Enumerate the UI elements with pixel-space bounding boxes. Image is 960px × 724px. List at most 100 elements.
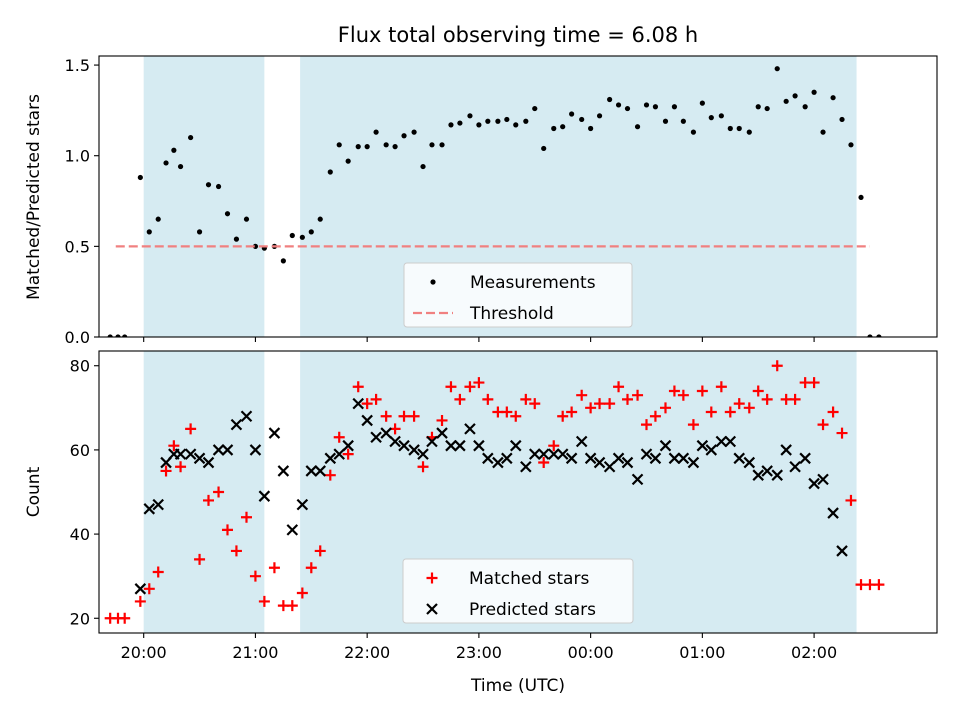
predicted-star-point	[249, 444, 262, 456]
predicted-star-point	[436, 427, 448, 439]
predicted-star-point	[575, 435, 588, 448]
matched-star-point	[185, 423, 197, 435]
measurement-point	[699, 100, 705, 106]
matched-star-point	[604, 398, 616, 410]
predicted-star-point	[352, 397, 364, 410]
legend-box	[403, 262, 633, 328]
x-tick-label: 23:00	[456, 643, 502, 662]
y-tick-label: 0.0	[65, 328, 90, 347]
predicted-star-point	[593, 456, 606, 469]
measurement-point	[224, 211, 231, 217]
measurement-point	[867, 334, 873, 337]
matched-star-point	[268, 562, 280, 574]
predicted-star-point	[677, 452, 690, 465]
predicted-star-point	[631, 473, 644, 486]
matched-star-point	[836, 427, 848, 439]
measurement-point	[401, 133, 407, 139]
y-tick-label: 60	[70, 441, 90, 460]
measurement-point	[252, 243, 259, 249]
measurement-point	[727, 125, 733, 132]
predicted-star-point	[603, 460, 616, 473]
predicted-star-point	[649, 452, 662, 465]
measurement-point	[624, 105, 631, 112]
matched-star-point	[585, 402, 597, 414]
matched-star-point	[436, 414, 448, 426]
measurement-point	[764, 105, 770, 112]
matched-star-point	[733, 398, 745, 410]
predicted-star-point	[174, 448, 187, 460]
predicted-star-point	[370, 431, 382, 444]
measurement-point	[429, 142, 435, 148]
measurement-point	[820, 129, 826, 135]
predicted-star-point	[640, 448, 653, 460]
measurement-point	[596, 113, 603, 119]
predicted-star-point	[537, 448, 550, 460]
measurement-point	[607, 96, 613, 103]
measurement-point	[280, 258, 286, 264]
matched-star-point	[152, 566, 164, 578]
matched-star-point	[659, 402, 671, 414]
predicted-star-point	[408, 444, 420, 456]
measurement-point	[289, 232, 295, 239]
predicted-star-point	[240, 410, 253, 423]
matched-star-point	[454, 393, 466, 405]
predicted-star-point	[621, 456, 634, 469]
predicted-star-point	[501, 452, 513, 465]
matched-star-point	[202, 494, 214, 506]
predicted-star-point	[528, 448, 541, 460]
measurement-point	[634, 124, 641, 130]
predicted-star-point	[314, 465, 327, 477]
predicted-star-point	[743, 456, 756, 469]
predicted-star-point	[389, 435, 401, 448]
matched-star-point	[538, 457, 550, 469]
matched-star-point	[213, 486, 225, 498]
matched-star-point	[557, 410, 569, 422]
predicted-star-point	[687, 456, 700, 469]
measurement-point	[177, 163, 184, 170]
legend-marker-predicted	[426, 603, 438, 615]
matched-star-point	[398, 410, 410, 422]
matched-star-point	[594, 398, 606, 410]
matched-star-point	[743, 402, 755, 414]
measurement-point	[336, 142, 342, 148]
x-tick-label: 20:00	[121, 643, 167, 662]
matched-star-point	[520, 393, 532, 405]
predicted-star-point	[398, 439, 410, 452]
measurement-point	[155, 216, 161, 222]
measurement-point	[327, 169, 333, 175]
matched-star-point	[566, 406, 578, 418]
matched-star-point	[473, 377, 485, 389]
matched-star-point	[464, 381, 476, 393]
chart-title: Flux total observing time = 6.08 h	[338, 23, 698, 47]
measurement-point	[652, 104, 659, 110]
predicted-star-point	[836, 545, 848, 557]
predicted-star-point	[584, 452, 597, 465]
predicted-star-point	[268, 427, 281, 439]
matched-star-point	[361, 398, 373, 410]
measurement-point	[774, 66, 780, 72]
predicted-star-point	[761, 465, 773, 477]
legend-label: Predicted stars	[469, 600, 596, 620]
measurement-point	[308, 229, 314, 235]
measurement-point	[523, 118, 529, 124]
predicted-star-point	[286, 524, 299, 536]
matched-star-point	[705, 406, 717, 418]
shaded-interval	[143, 351, 265, 633]
measurement-point	[420, 163, 426, 170]
predicted-star-point	[361, 414, 373, 427]
predicted-star-point	[492, 456, 504, 469]
legend-marker-measurements	[430, 279, 436, 285]
measurement-point	[718, 113, 724, 119]
measurement-point	[215, 183, 222, 190]
predicted-star-point	[417, 448, 429, 460]
x-tick-label: 00:00	[568, 643, 614, 662]
measurement-point	[569, 111, 575, 117]
measurement-point	[579, 116, 585, 123]
predicted-star-point	[152, 498, 164, 511]
matched-star-point	[724, 406, 736, 418]
matched-star-point	[510, 410, 522, 422]
measurement-point	[146, 229, 152, 235]
matched-star-point	[119, 612, 131, 624]
measurement-point	[532, 105, 538, 112]
